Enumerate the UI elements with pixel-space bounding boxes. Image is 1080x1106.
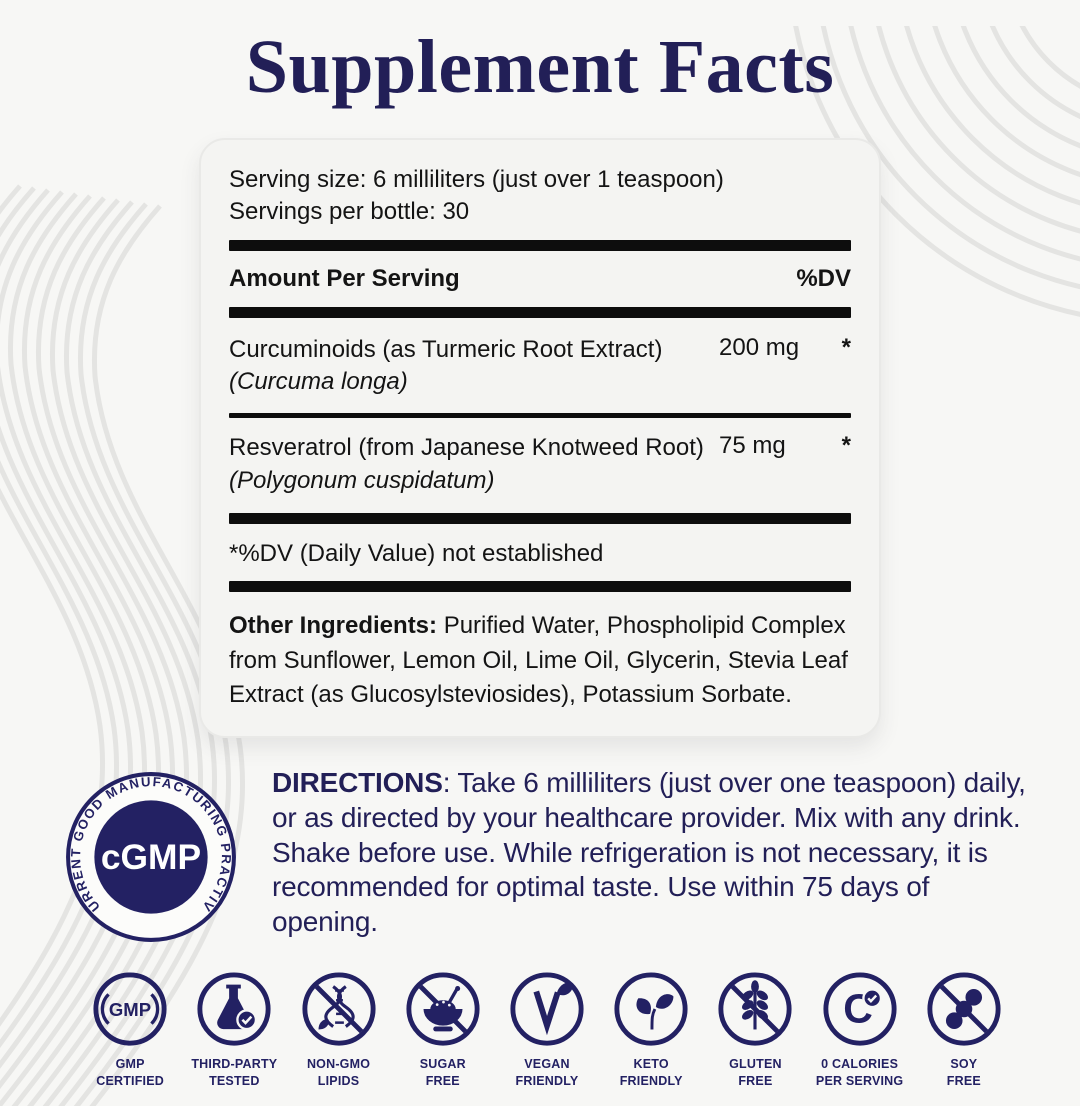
badge-label: 0 CALORIES PER SERVING [815,1057,904,1088]
badge-soy-free: SOY FREE [912,970,1016,1089]
non-gmo-lipids-icon [300,970,378,1048]
badge-label: VEGAN FRIENDLY [515,1057,579,1088]
background-waves [0,26,1080,1106]
amount-per-serving-label: Amount Per Serving [229,264,460,292]
keto-friendly-icon [612,970,690,1048]
zero-calories-icon: C [821,970,899,1048]
gmp-icon-text: GMP [109,999,151,1020]
ingredient-dv: * [841,333,851,361]
divider-bar-thin [229,413,851,419]
badge-gmp-certified: GMP GMP CERTIFIED [78,970,182,1089]
ingredient-name: Resveratrol (from Japanese Knotweed Root… [229,432,719,497]
divider-bar-thick [229,306,851,318]
directions-label: DIRECTIONS [272,767,443,799]
servings-per-bottle-text: Servings per bottle: 30 [229,198,470,226]
badge-gluten-free: GLUTEN FREE [703,970,807,1089]
badge-label: THIRD-PARTY TESTED [191,1057,278,1088]
ingredient-row-resveratrol: Resveratrol (from Japanese Knotweed Root… [229,427,851,502]
badge-label: KETO FRIENDLY [619,1057,683,1088]
soy-free-icon [925,970,1003,1048]
supplement-facts-panel: Serving size: 6 milliliters (just over 1… [199,137,881,739]
badge-label: SOY FREE [946,1057,981,1088]
ingredient-amount: 200 mg [719,333,800,361]
cgmp-seal-icon: CURRENT GOOD MANUFACTURING PRACTIVE cGMP [56,756,236,943]
page-title: Supplement Facts [245,25,835,109]
badge-zero-calories: C 0 CALORIES PER SERVING [808,970,912,1089]
ingredient-row-curcuminoids: Curcuminoids (as Turmeric Root Extract) … [229,329,851,404]
other-ingredients-paragraph: Other Ingredients: Purified Water, Phosp… [229,603,851,712]
badge-keto-friendly: KETO FRIENDLY [599,970,703,1089]
lower-section: CURRENT GOOD MANUFACTURING PRACTIVE cGMP… [56,756,1040,946]
badge-non-gmo-lipids: NON-GMO LIPIDS [286,970,390,1089]
ingredient-name: Curcuminoids (as Turmeric Root Extract) … [229,334,719,399]
ingredient-latin-name: (Curcuma longa) [229,368,408,396]
cgmp-center-text: cGMP [101,838,201,877]
divider-bar-thick [229,513,851,525]
facts-header-row: Amount Per Serving %DV [229,262,851,296]
other-ingredients-label: Other Ingredients: [229,612,438,640]
directions-text: : Take 6 milliliters (just over one teas… [272,767,1026,938]
divider-bar-thick [229,239,851,251]
sugar-free-icon [404,970,482,1048]
ingredient-name-text: Resveratrol (from Japanese Knotweed Root… [229,434,704,462]
percent-dv-label: %DV [796,264,851,292]
gmp-certified-icon: GMP [91,970,169,1048]
divider-bar-thick [229,581,851,593]
ingredient-name-text: Curcuminoids (as Turmeric Root Extract) [229,335,663,363]
wave-lines-left [0,184,246,1106]
certification-badges-row: GMP GMP CERTIFIED THIRD-PARTY TESTED [78,970,1016,1089]
vegan-friendly-icon [508,970,586,1048]
badge-label: NON-GMO LIPIDS [306,1057,371,1088]
badge-label: GLUTEN FREE [729,1057,782,1088]
badge-sugar-free: SUGAR FREE [391,970,495,1089]
ingredient-dv: * [841,432,851,460]
ingredient-amount: 75 mg [719,432,786,460]
badge-vegan-friendly: VEGAN FRIENDLY [495,970,599,1089]
badge-label: GMP CERTIFIED [96,1057,164,1088]
badge-label: SUGAR FREE [419,1057,466,1088]
serving-size-text: Serving size: 6 milliliters (just over 1… [229,165,724,193]
gluten-free-icon [716,970,794,1048]
third-party-tested-icon [195,970,273,1048]
dv-footnote: *%DV (Daily Value) not established [229,540,604,568]
other-ingredients-text: Purified Water, Phospholipid Complex fro… [229,612,848,708]
directions-paragraph: DIRECTIONS: Take 6 milliliters (just ove… [272,764,1040,940]
badge-third-party-tested: THIRD-PARTY TESTED [182,970,286,1089]
ingredient-latin-name: (Polygonum cuspidatum) [229,466,495,494]
cgmp-seal: CURRENT GOOD MANUFACTURING PRACTIVE cGMP [56,756,240,946]
